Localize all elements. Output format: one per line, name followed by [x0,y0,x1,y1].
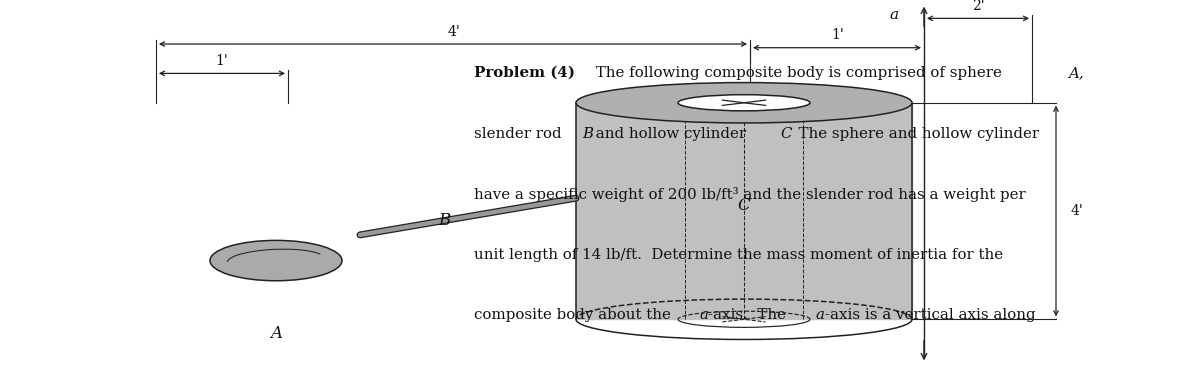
Text: -axis.  The: -axis. The [708,308,791,322]
Text: slender rod: slender rod [474,127,566,141]
Text: 4': 4' [1070,204,1084,218]
Text: unit length of 14 lb/ft.  Determine the mass moment of inertia for the: unit length of 14 lb/ft. Determine the m… [474,248,1003,262]
Text: 1': 1' [832,28,844,42]
Text: a: a [698,308,708,322]
Text: 2': 2' [972,0,984,13]
Text: C: C [780,127,792,141]
Text: -axis is a vertical axis along: -axis is a vertical axis along [826,308,1036,322]
Text: 4': 4' [448,25,460,39]
Polygon shape [576,103,912,319]
Text: The following composite body is comprised of sphere: The following composite body is comprise… [590,66,1007,80]
Text: C: C [738,197,750,214]
Ellipse shape [678,95,810,111]
Text: A: A [270,326,282,342]
Text: B: B [438,212,450,229]
Ellipse shape [576,83,912,123]
Text: and hollow cylinder: and hollow cylinder [592,127,751,141]
Text: B: B [582,127,593,141]
Circle shape [210,240,342,281]
Text: a: a [889,8,899,22]
Text: 1': 1' [216,54,228,68]
Text: composite body about the: composite body about the [474,308,676,322]
Text: A,: A, [1068,66,1084,80]
Text: The sphere and hollow cylinder: The sphere and hollow cylinder [790,127,1039,141]
Text: Problem (4): Problem (4) [474,66,575,80]
Text: a: a [816,308,826,322]
Text: have a specific weight of 200 lb/ft³ and the slender rod has a weight per: have a specific weight of 200 lb/ft³ and… [474,187,1026,202]
